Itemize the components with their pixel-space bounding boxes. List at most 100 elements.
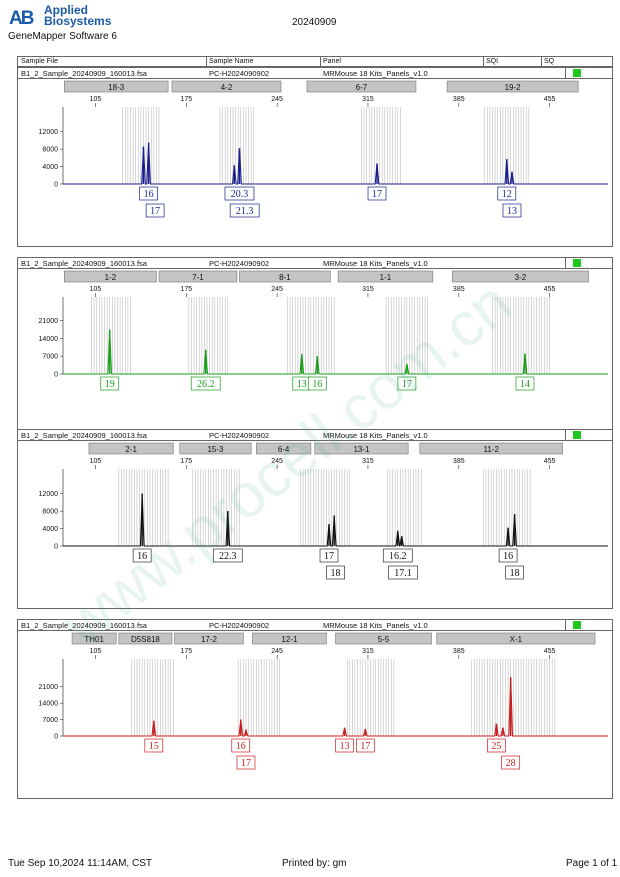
marker-bar: 6-7 <box>306 80 417 93</box>
allele-call-box <box>388 565 418 580</box>
x-tick-label: 105 <box>90 458 102 465</box>
allele-call: 17 <box>367 186 387 201</box>
allele-call: 16 <box>132 548 152 563</box>
allele-call-label: 16 <box>236 741 246 752</box>
electropherogram-panel-red: B1_2_Sample_20240909_160013.fsa PC-H20240… <box>17 619 613 799</box>
panel-name: MRMouse 18 Kits_Panels_v1.0 <box>323 69 428 78</box>
sample-file: B1_2_Sample_20240909_160013.fsa <box>21 431 147 440</box>
allele-call-label: 17 <box>241 758 251 769</box>
sizing-quality-indicator <box>573 431 581 439</box>
x-tick-label: 315 <box>362 458 374 465</box>
allele-call-box <box>487 738 506 753</box>
marker-label: 11-2 <box>484 445 500 454</box>
allele-call: 16 <box>307 376 327 391</box>
marker-range <box>419 442 563 455</box>
allele-call: 26.2 <box>190 376 221 391</box>
electropherogram-blue: 18-3 4-2 6-7 19-2 105 175 245 315 385 455 12000 800… <box>39 80 608 218</box>
marker-label: 19-2 <box>505 83 522 92</box>
marker-label: 2-1 <box>125 445 137 454</box>
x-tick-label: 175 <box>180 458 192 465</box>
marker-label: 17-2 <box>201 635 218 644</box>
sizing-quality-indicator <box>573 69 581 77</box>
marker-range <box>446 80 579 93</box>
x-tick-label: 245 <box>271 648 283 655</box>
marker-label: 3-2 <box>515 273 527 282</box>
x-tick-label: 175 <box>180 648 192 655</box>
allele-call-label: 18 <box>331 568 341 579</box>
allele-call: 12 <box>497 186 517 201</box>
x-tick-label: 455 <box>544 648 556 655</box>
x-tick-label: 105 <box>90 648 102 655</box>
allele-call: 17 <box>319 548 339 563</box>
x-tick-label: 315 <box>362 648 374 655</box>
sample-name: PC-H2024090902 <box>209 259 270 268</box>
signal-trace-red <box>63 677 608 737</box>
sample-name: PC-H2024090902 <box>209 621 270 630</box>
marker-range <box>171 80 282 93</box>
marker-range <box>239 270 331 283</box>
allele-call-box <box>212 548 243 563</box>
x-tick-label: 105 <box>90 286 102 293</box>
allele-call-box <box>144 738 164 753</box>
y-tick-label: 14000 <box>39 701 59 708</box>
allele-call-box <box>505 565 524 580</box>
allele-call: 13 <box>502 203 522 218</box>
allele-call: 21.3 <box>229 203 260 218</box>
marker-bar: 11-2 <box>419 442 563 455</box>
allele-call-box <box>100 376 120 391</box>
allele-call-box <box>355 738 375 753</box>
sample-file: B1_2_Sample_20240909_160013.fsa <box>21 69 147 78</box>
allele-call-label: 18 <box>510 568 520 579</box>
software-name: GeneMapper Software 6 <box>8 31 117 42</box>
allele-call-label: 25 <box>491 741 501 752</box>
marker-range <box>314 442 409 455</box>
electropherogram-red: TH01 D5S818 17-2 12-1 5-5 X-1 105 175 245 315 385 4… <box>39 632 608 770</box>
allele-call: 17 <box>145 203 165 218</box>
marker-range <box>179 442 252 455</box>
allele-call-box <box>382 548 413 563</box>
marker-bar: 18-3 <box>63 80 169 93</box>
allele-call-label: 26.2 <box>197 379 215 390</box>
x-tick-label: 385 <box>453 458 465 465</box>
allele-call-box <box>139 186 158 201</box>
x-tick-label: 315 <box>362 96 374 103</box>
marker-bar: 13-1 <box>314 442 409 455</box>
marker-bar: 4-2 <box>171 80 282 93</box>
x-tick-label: 245 <box>271 286 283 293</box>
panel-name: MRMouse 18 Kits_Panels_v1.0 <box>323 259 428 268</box>
marker-bar: 7-1 <box>158 270 238 283</box>
allele-call: 18 <box>505 565 524 580</box>
marker-label: 8-1 <box>279 273 291 282</box>
allele-call: 19 <box>100 376 120 391</box>
col-sample-name: Sample Name <box>209 58 254 65</box>
marker-bar: 19-2 <box>446 80 579 93</box>
marker-label: 1-1 <box>380 273 392 282</box>
x-tick-label: 455 <box>544 96 556 103</box>
allele-call-box <box>326 565 345 580</box>
allele-call-label: 13 <box>340 741 350 752</box>
marker-range <box>63 80 169 93</box>
marker-label: 18-3 <box>108 83 125 92</box>
y-tick-label: 12000 <box>39 491 59 498</box>
y-tick-label: 7000 <box>42 354 58 361</box>
allele-call-label: 17 <box>372 189 382 200</box>
marker-bar: 2-1 <box>88 442 174 455</box>
signal-trace-green <box>63 329 608 375</box>
x-tick-label: 175 <box>180 286 192 293</box>
marker-label: 15-3 <box>207 445 224 454</box>
x-tick-label: 455 <box>544 286 556 293</box>
brand-line-1: Applied <box>44 3 88 17</box>
marker-bar: 6-4 <box>256 442 312 455</box>
allele-call-label: 16 <box>312 379 322 390</box>
allele-call-box <box>319 548 339 563</box>
electropherogram-black: 2-1 15-3 6-4 13-1 11-2 105 175 245 315 385 455 1200… <box>39 442 608 580</box>
sample-name: PC-H2024090902 <box>209 69 270 78</box>
allele-call-label: 22.3 <box>219 551 237 562</box>
electropherogram-panel-green: B1_2_Sample_20240909_160013.fsa PC-H20240… <box>17 257 613 437</box>
allele-call-box <box>224 186 255 201</box>
sample-info-row: B1_2_Sample_20240909_160013.fsa PC-H20240… <box>18 258 612 269</box>
marker-bar: 5-5 <box>335 632 432 645</box>
y-tick-label: 4000 <box>42 164 58 171</box>
marker-range <box>252 632 327 645</box>
marker-bar: 3-2 <box>451 270 589 283</box>
